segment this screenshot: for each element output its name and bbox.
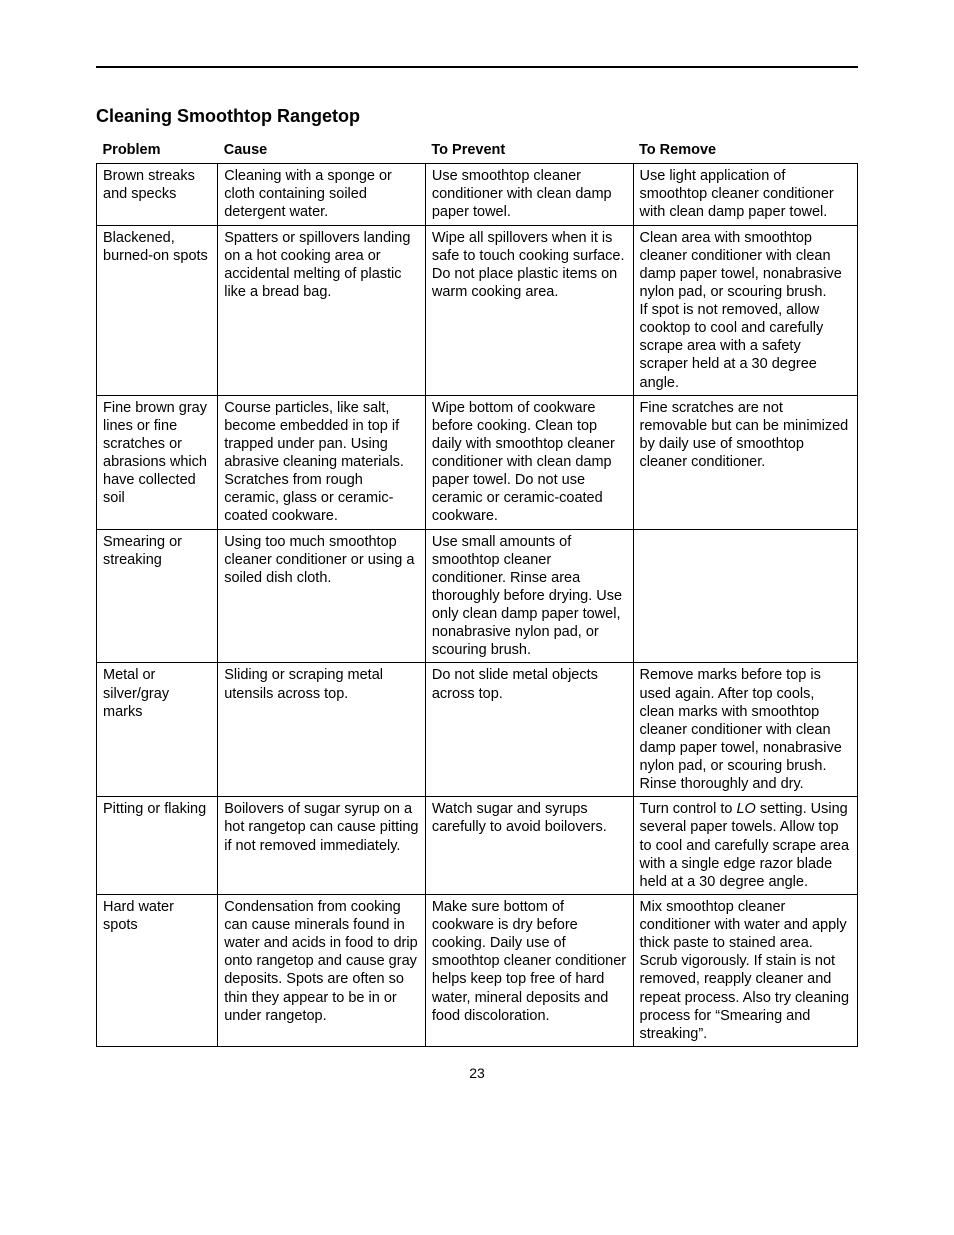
table-row: Blackened, burned-on spotsSpatters or sp… [97, 225, 858, 395]
cell-prevent: Use small amounts of smoothtop cleaner c… [425, 529, 633, 663]
col-header-problem: Problem [97, 139, 218, 164]
table-body: Brown streaks and specksCleaning with a … [97, 164, 858, 1047]
col-header-remove: To Remove [633, 139, 858, 164]
page-title: Cleaning Smoothtop Rangetop [96, 106, 858, 127]
cell-cause: Spatters or spillovers landing on a hot … [218, 225, 426, 395]
cell-prevent: Wipe bottom of cookware before cooking. … [425, 395, 633, 529]
cell-problem: Fine brown gray lines or fine scratches … [97, 395, 218, 529]
col-header-cause: Cause [218, 139, 426, 164]
cell-cause: Sliding or scraping metal utensils acros… [218, 663, 426, 797]
cell-prevent: Do not slide metal objects across top. [425, 663, 633, 797]
cell-remove: Turn control to LO setting. Using severa… [633, 797, 858, 895]
cell-problem: Metal or silver/gray marks [97, 663, 218, 797]
table-row: Metal or silver/gray marksSliding or scr… [97, 663, 858, 797]
table-row: Brown streaks and specksCleaning with a … [97, 164, 858, 225]
table-row: Pitting or flakingBoilovers of sugar syr… [97, 797, 858, 895]
cell-prevent: Wipe all spillovers when it is safe to t… [425, 225, 633, 395]
cleaning-table: Problem Cause To Prevent To Remove Brown… [96, 139, 858, 1047]
cell-cause: Condensation from cooking can cause mine… [218, 894, 426, 1046]
cell-prevent: Watch sugar and syrups carefully to avoi… [425, 797, 633, 895]
cell-problem: Blackened, burned-on spots [97, 225, 218, 395]
cell-remove: Clean area with smoothtop cleaner condit… [633, 225, 858, 395]
cell-problem: Pitting or flaking [97, 797, 218, 895]
header-rule [96, 66, 858, 68]
table-header-row: Problem Cause To Prevent To Remove [97, 139, 858, 164]
cell-problem: Hard water spots [97, 894, 218, 1046]
cell-problem: Brown streaks and specks [97, 164, 218, 225]
cell-cause: Course particles, like salt, become embe… [218, 395, 426, 529]
cell-cause: Cleaning with a sponge or cloth containi… [218, 164, 426, 225]
page-number: 23 [96, 1065, 858, 1081]
table-row: Fine brown gray lines or fine scratches … [97, 395, 858, 529]
cell-remove [633, 529, 858, 663]
col-header-prevent: To Prevent [425, 139, 633, 164]
cell-cause: Boilovers of sugar syrup on a hot ranget… [218, 797, 426, 895]
table-row: Smearing or streakingUsing too much smoo… [97, 529, 858, 663]
cell-remove: Fine scratches are not removable but can… [633, 395, 858, 529]
cell-prevent: Make sure bottom of cookware is dry befo… [425, 894, 633, 1046]
cell-remove: Mix smoothtop cleaner conditioner with w… [633, 894, 858, 1046]
cell-remove: Use light application of smoothtop clean… [633, 164, 858, 225]
cell-remove: Remove marks before top is used again. A… [633, 663, 858, 797]
cell-cause: Using too much smoothtop cleaner conditi… [218, 529, 426, 663]
cell-prevent: Use smoothtop cleaner conditioner with c… [425, 164, 633, 225]
table-row: Hard water spotsCondensation from cookin… [97, 894, 858, 1046]
cell-problem: Smearing or streaking [97, 529, 218, 663]
